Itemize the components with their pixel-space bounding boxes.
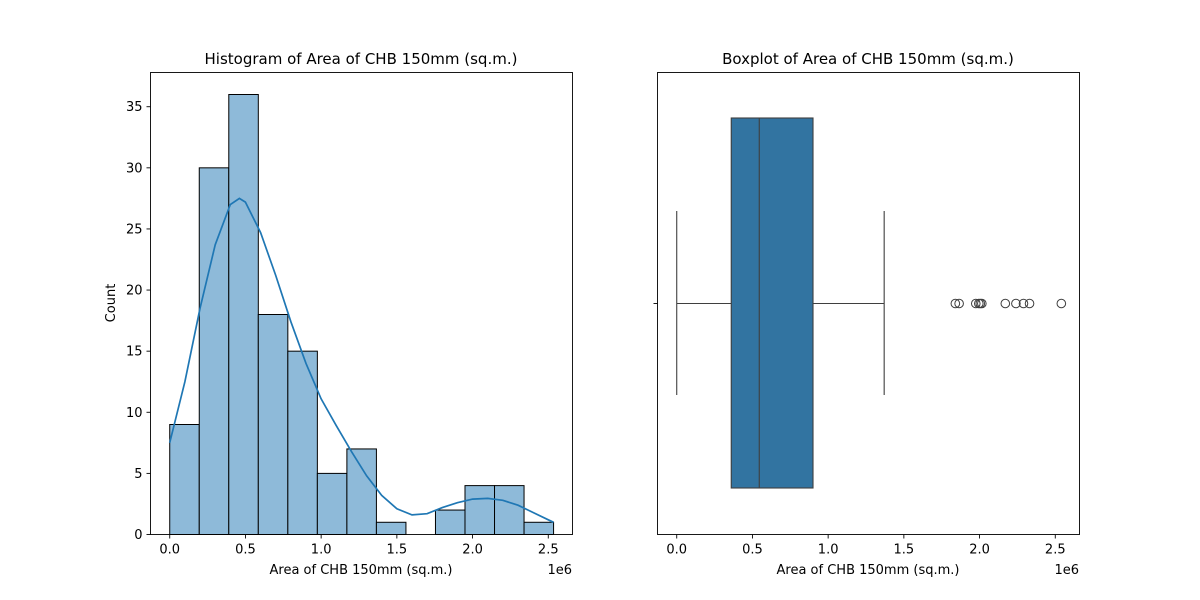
histogram-bar [198, 167, 230, 535]
boxplot-axes-frame [657, 72, 1080, 535]
histogram-panel: Histogram of Area of CHB 150mm (sq.m.) 0… [104, 50, 573, 578]
kde-curve [168, 197, 554, 524]
outlier-point [1024, 298, 1035, 309]
histogram-ticks: 0.0 0.5 1.0 1.5 2.0 2.5 0 5 10 15 20 25 30 35 [126, 100, 559, 557]
x-tick-label: 0.5 [742, 543, 763, 558]
histogram-bar [523, 521, 555, 535]
x-tick-label: 2.5 [538, 543, 559, 558]
histogram-axes-frame [150, 72, 573, 535]
x-tick-label: 0.5 [235, 543, 256, 558]
boxplot-ticks: 0.0 0.5 1.0 1.5 2.0 2.5 [653, 303, 1066, 558]
outlier-point [977, 298, 987, 309]
boxplot-body [676, 117, 1067, 489]
x-tick-label: 2.0 [969, 543, 990, 558]
histogram-bar [228, 94, 259, 535]
histogram-bar [464, 485, 496, 536]
outlier-point [950, 298, 961, 309]
outlier-point [954, 298, 964, 309]
histogram-bar [257, 314, 289, 535]
histogram-bars [169, 94, 555, 536]
x-tick-label: 2.5 [1045, 543, 1066, 558]
outlier-point [1011, 298, 1021, 309]
outlier-point [1056, 298, 1067, 309]
x-tick-label: 1.0 [818, 543, 839, 558]
histogram-bar [434, 509, 466, 535]
y-tick-label: 30 [126, 161, 143, 176]
histogram-bar [316, 472, 348, 535]
histogram-bar [169, 424, 200, 535]
x-tick-label: 0.0 [159, 543, 180, 558]
y-tick-label: 25 [126, 222, 143, 237]
x-tick-label: 1.5 [894, 543, 915, 558]
histogram-bar [375, 521, 407, 535]
y-tick-label: 0 [134, 528, 142, 543]
histogram-ylabel: Count [104, 284, 119, 323]
y-tick-label: 10 [126, 406, 143, 421]
histogram-x-offset: 1e6 [547, 563, 572, 578]
histogram-bar [494, 485, 525, 536]
histogram-xlabel: Area of CHB 150mm (sq.m.) [270, 563, 453, 578]
interquartile-box [730, 117, 814, 489]
outlier-point [1018, 298, 1029, 309]
y-tick-label: 35 [126, 100, 143, 115]
histogram-bar [346, 448, 377, 536]
y-tick-label: 5 [134, 467, 142, 482]
boxplot-title: Boxplot of Area of CHB 150mm (sq.m.) [722, 50, 1014, 68]
x-tick-label: 1.0 [311, 543, 332, 558]
outlier-point [1000, 298, 1011, 309]
x-tick-label: 0.0 [666, 543, 687, 558]
histogram-title: Histogram of Area of CHB 150mm (sq.m.) [205, 50, 518, 68]
y-tick-label: 15 [126, 345, 143, 360]
outlier-point [970, 298, 981, 309]
boxplot-panel: Boxplot of Area of CHB 150mm (sq.m.) 0.0… [653, 50, 1080, 578]
boxplot-xlabel: Area of CHB 150mm (sq.m.) [777, 563, 960, 578]
y-tick-label: 20 [126, 284, 143, 299]
x-tick-label: 2.0 [462, 543, 483, 558]
x-tick-label: 1.5 [387, 543, 408, 558]
boxplot-x-offset: 1e6 [1054, 563, 1079, 578]
